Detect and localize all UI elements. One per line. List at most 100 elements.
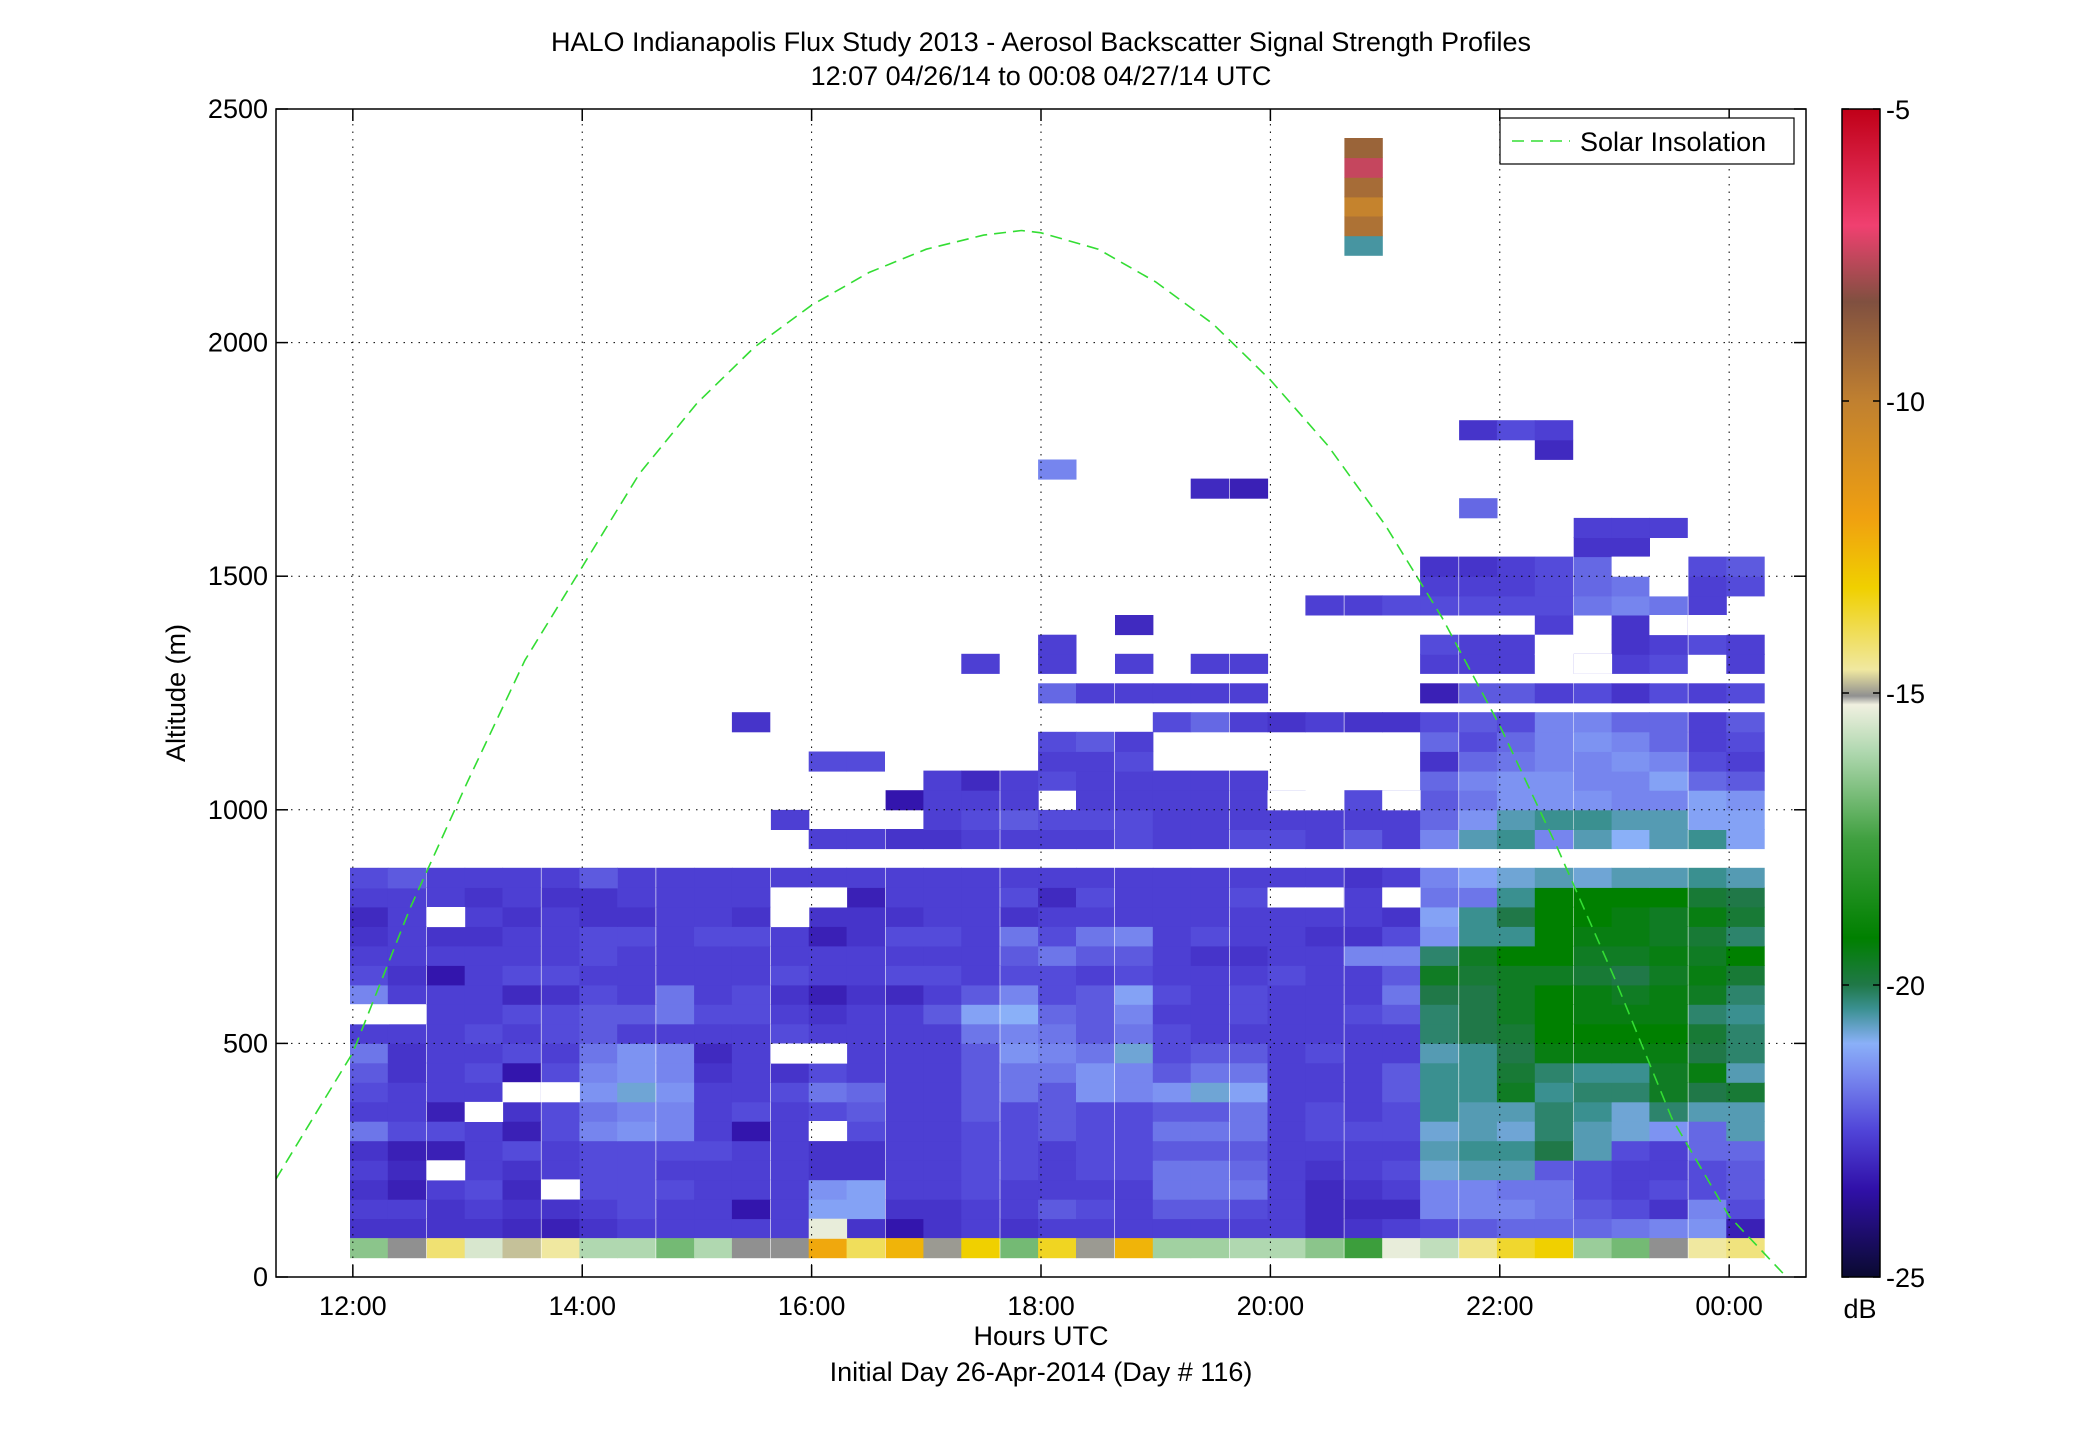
heatmap-cell [426,887,466,908]
heatmap-cell [1726,576,1765,597]
heatmap-cell [1534,790,1574,811]
chart-title: HALO Indianapolis Flux Study 2013 - Aero… [551,27,1531,57]
heatmap-cell [541,906,580,927]
heatmap-cell [1534,906,1574,927]
heatmap-cell [1649,790,1688,811]
heatmap-cell [694,1199,733,1220]
heatmap-cell [1305,984,1344,1005]
heatmap-cell [1115,731,1154,752]
heatmap-cell [1649,1218,1688,1239]
heatmap-cell [502,984,541,1005]
heatmap-cell [1267,945,1306,966]
heatmap-cell [1459,945,1498,966]
heatmap-cell [1534,984,1574,1005]
heatmap-cell [502,1043,541,1064]
heatmap-cell [1267,867,1306,888]
heatmap-cell [808,926,848,947]
x-tick-label: 16:00 [778,1291,846,1321]
heatmap-cell [579,1218,618,1239]
heatmap-cell [808,906,848,927]
heatmap-cell [1496,887,1536,908]
heatmap-cell [1344,1082,1383,1103]
heatmap-cell [961,1160,1000,1181]
heatmap-cell [1420,790,1459,811]
heatmap-cell [1688,829,1727,850]
heatmap-cell [1038,751,1077,772]
heatmap-cell [1152,1179,1192,1200]
heatmap-cell [1229,683,1269,704]
heatmap-cell [579,1043,618,1064]
heatmap-cell [1420,1062,1459,1083]
heatmap-cell [770,1218,810,1239]
heatmap-cell [1382,1140,1421,1161]
heatmap-cell [1649,926,1688,947]
heatmap-cell [1496,683,1536,704]
heatmap-gap [1382,887,1421,908]
heatmap-cell [1076,770,1115,791]
heatmap-cell [350,965,389,986]
heatmap-cell [1000,1101,1039,1122]
heatmap-cell [1496,1101,1536,1122]
heatmap-cell [1229,1218,1269,1239]
heatmap-cell [1038,1140,1077,1161]
heatmap-cell [961,1140,1000,1161]
heatmap-cell [961,906,1000,927]
heatmap-cell [1076,984,1115,1005]
heatmap-cell [1496,867,1536,888]
heatmap-cell [1611,517,1650,538]
heatmap-cell [387,945,427,966]
heatmap-cell [1000,965,1039,986]
heatmap-cell [1382,1238,1421,1259]
heatmap-cell [770,984,810,1005]
heatmap-cell [656,867,695,888]
heatmap-cell [1420,683,1459,704]
heatmap-cell [387,1043,427,1064]
heatmap-cell [1344,867,1383,888]
heatmap-cell [1496,906,1536,927]
colorbar-tick-label: -25 [1886,1263,1925,1293]
heatmap-cell [846,1218,885,1239]
heatmap-cell [1152,867,1192,888]
heatmap-cell [1420,1121,1459,1142]
heatmap-cell [1115,1023,1154,1044]
heatmap-cell [1076,887,1115,908]
heatmap-cell [1076,1101,1115,1122]
heatmap-cell [1611,1179,1650,1200]
heatmap-cell [923,906,962,927]
heatmap-cell [1190,653,1230,674]
heatmap-cell [387,1238,427,1259]
heatmap-cell [1726,790,1765,811]
heatmap-cell [1229,867,1269,888]
heatmap-cell [1611,653,1650,674]
heatmap-cell [885,1043,924,1064]
heatmap-cell [387,1199,427,1220]
heatmap-cell [1076,731,1115,752]
heatmap-cell [541,1238,580,1259]
heatmap-cell [1344,926,1383,947]
heatmap-cell [1420,1140,1459,1161]
heatmap-cell [885,1082,924,1103]
heatmap-cell [617,1043,656,1064]
heatmap-cell [1038,1121,1077,1142]
heatmap-cell [846,1140,885,1161]
heatmap-cell [387,1140,427,1161]
heatmap-cell [694,1101,733,1122]
heatmap-cell [1688,1140,1727,1161]
heatmap-cell [1038,653,1077,674]
heatmap-cell [1038,906,1077,927]
heatmap-gap [502,1082,541,1103]
heatmap-cell [885,887,924,908]
heatmap-cell [426,1179,466,1200]
heatmap-cell [1229,478,1269,499]
heatmap-cell [731,1121,771,1142]
heatmap-cell [1305,1160,1344,1181]
heatmap-cell [808,965,848,986]
heatmap-cell [1573,1062,1613,1083]
heatmap-cell [579,926,618,947]
heatmap-cell [1459,731,1498,752]
y-tick-label: 2500 [208,94,268,124]
heatmap-cell [846,1101,885,1122]
x-axis-ticks: 12:00 14:00 16:00 18:00 20:00 22:00 00:00 [319,109,1763,1321]
heatmap-cell [541,867,580,888]
heatmap-cell [923,1004,962,1025]
